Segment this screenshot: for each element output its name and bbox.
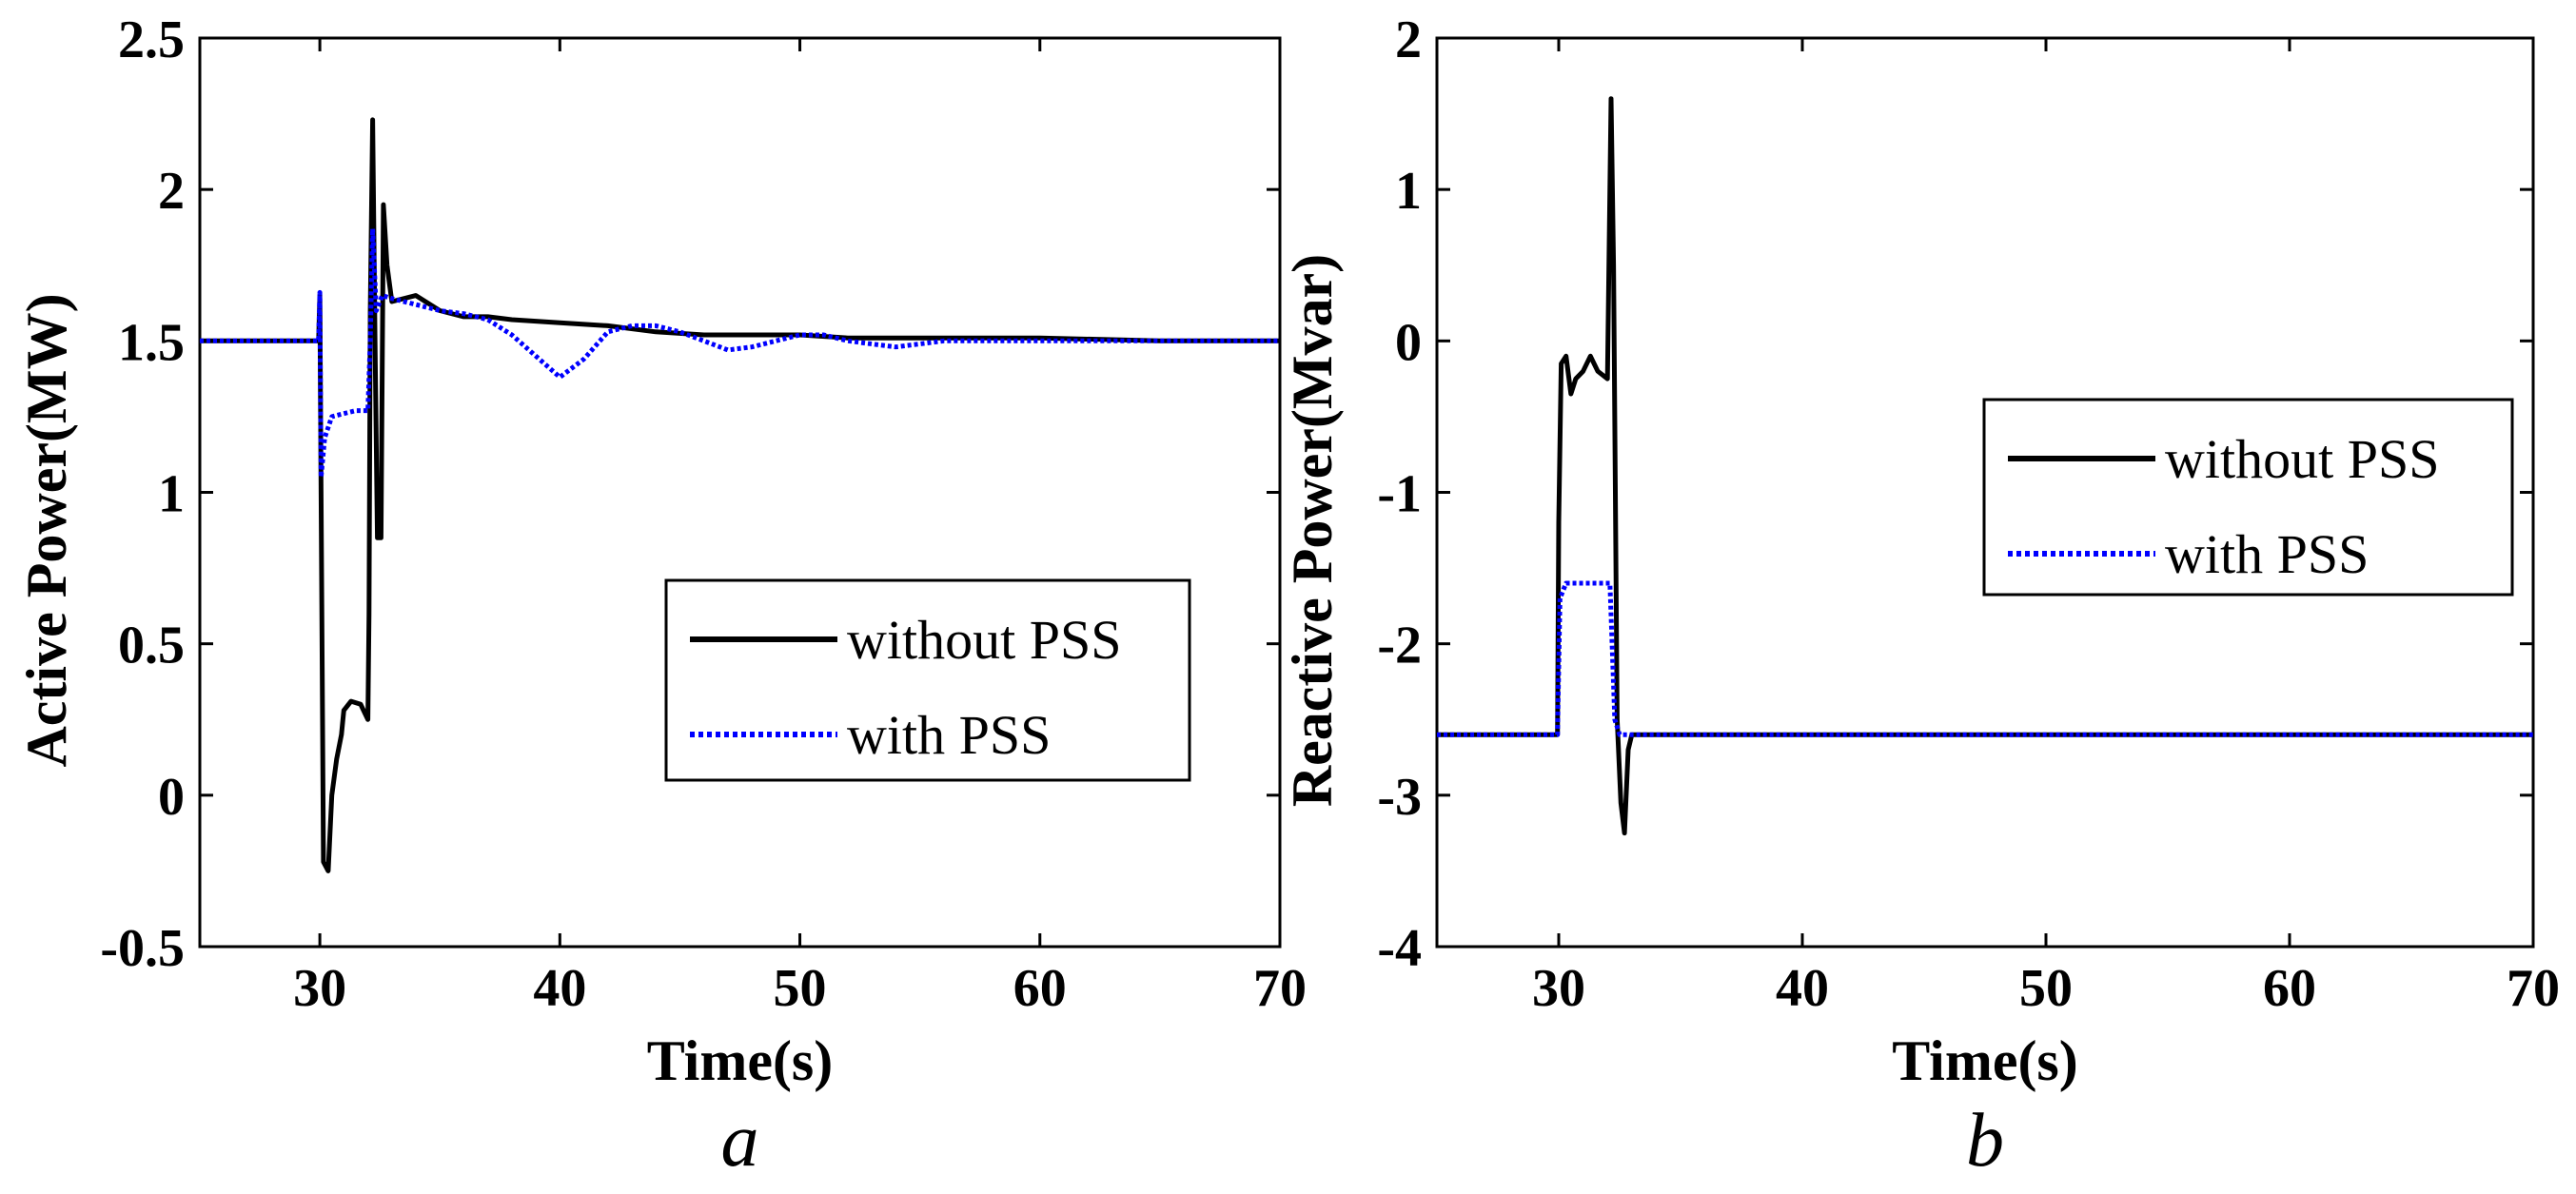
legend-box	[664, 578, 1191, 782]
x-tick-label: 60	[2263, 959, 2316, 1018]
x-tick-label: 50	[774, 959, 827, 1018]
series-line-without-pss	[200, 117, 1280, 873]
legend: without PSS with PSS	[1982, 398, 2514, 597]
series-line-with-pss	[200, 226, 1280, 480]
x-tick-label: 30	[293, 959, 346, 1018]
x-axis-label: Time(s)	[1892, 1029, 2078, 1092]
series-line-with-pss	[1437, 580, 2533, 737]
y-tick-label: 1	[1395, 162, 1422, 221]
legend-box	[1982, 398, 2514, 597]
legend-label-with-pss: with PSS	[2165, 523, 2369, 585]
x-tick-label: 70	[2507, 959, 2560, 1018]
y-tick-label: -2	[1377, 617, 1422, 675]
legend-label-without-pss: without PSS	[847, 609, 1122, 671]
x-tick-label: 40	[533, 959, 586, 1018]
y-axis-label: Active Power(MW)	[15, 293, 78, 767]
y-axis-label: Reactive Power(Mvar)	[1281, 254, 1344, 807]
x-tick-label: 50	[2019, 959, 2073, 1018]
y-tick-label: -4	[1377, 919, 1422, 978]
y-tick-label: 1.5	[118, 313, 185, 372]
y-tick-label: 0	[158, 768, 185, 827]
y-tick-label: -0.5	[100, 919, 185, 978]
figure-caption: a	[721, 1099, 759, 1183]
legend-label-without-pss: without PSS	[2165, 428, 2440, 490]
y-tick-label: -1	[1377, 465, 1422, 524]
y-tick-label: 2	[158, 162, 185, 221]
x-tick-label: 30	[1532, 959, 1585, 1018]
y-tick-label: 2	[1395, 10, 1422, 69]
chart-panel-b: 30 40 50 60 70 -4 -3 -2 -1 0 1 2 Time(s) Reactive Pow…	[1281, 10, 2560, 1183]
x-axis-label: Time(s)	[647, 1029, 834, 1092]
y-tick-label: 2.5	[118, 10, 185, 69]
y-tick-label: 0	[1395, 313, 1422, 372]
legend-label-with-pss: with PSS	[847, 704, 1051, 766]
y-tick-label: 1	[158, 465, 185, 524]
y-tick-label: 0.5	[118, 617, 185, 675]
plot-area-frame	[198, 36, 1282, 949]
x-tick-label: 70	[1253, 959, 1307, 1018]
chart-panel-a: 30 40 50 60 70 -0.5 0 0.5 1 1.5 2 2.5 Time(s) Active …	[15, 10, 1307, 1183]
x-tick-label: 60	[1013, 959, 1067, 1018]
y-tick-label: -3	[1377, 768, 1422, 827]
figure-caption: b	[1966, 1099, 2004, 1183]
legend: without PSS with PSS	[664, 578, 1191, 782]
x-tick-label: 40	[1776, 959, 1829, 1018]
